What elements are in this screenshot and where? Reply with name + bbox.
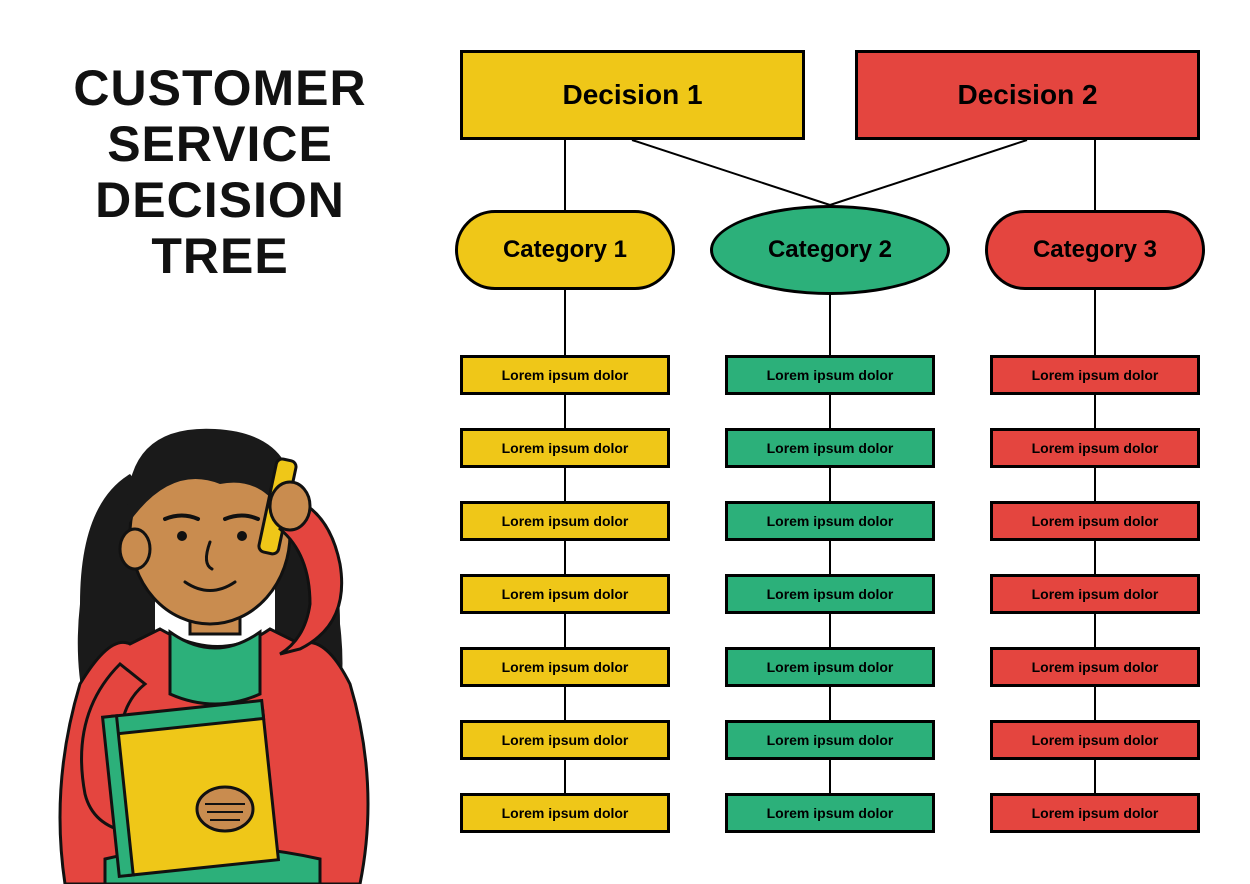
item-node: Lorem ipsum dolor [990,428,1200,468]
person-illustration [10,364,410,884]
item-node: Lorem ipsum dolor [460,574,670,614]
category-node: Category 3 [985,210,1205,290]
item-node: Lorem ipsum dolor [725,647,935,687]
item-node: Lorem ipsum dolor [725,355,935,395]
category-node: Category 2 [710,205,950,295]
decision-node: Decision 1 [460,50,805,140]
item-node: Lorem ipsum dolor [460,793,670,833]
item-node: Lorem ipsum dolor [725,793,935,833]
item-node: Lorem ipsum dolor [460,428,670,468]
item-node: Lorem ipsum dolor [990,720,1200,760]
item-node: Lorem ipsum dolor [725,428,935,468]
item-node: Lorem ipsum dolor [460,647,670,687]
page-title: CUSTOMER SERVICE DECISION TREE [55,60,385,284]
category-node: Category 1 [455,210,675,290]
item-node: Lorem ipsum dolor [460,501,670,541]
decision-node: Decision 2 [855,50,1200,140]
item-node: Lorem ipsum dolor [990,355,1200,395]
item-node: Lorem ipsum dolor [460,355,670,395]
item-node: Lorem ipsum dolor [460,720,670,760]
item-node: Lorem ipsum dolor [990,501,1200,541]
decision-tree-diagram: Decision 1 Decision 2 Category 1 Category 2… [440,50,1220,870]
item-node: Lorem ipsum dolor [990,793,1200,833]
item-node: Lorem ipsum dolor [725,720,935,760]
item-node: Lorem ipsum dolor [990,647,1200,687]
item-node: Lorem ipsum dolor [725,501,935,541]
item-node: Lorem ipsum dolor [990,574,1200,614]
item-node: Lorem ipsum dolor [725,574,935,614]
